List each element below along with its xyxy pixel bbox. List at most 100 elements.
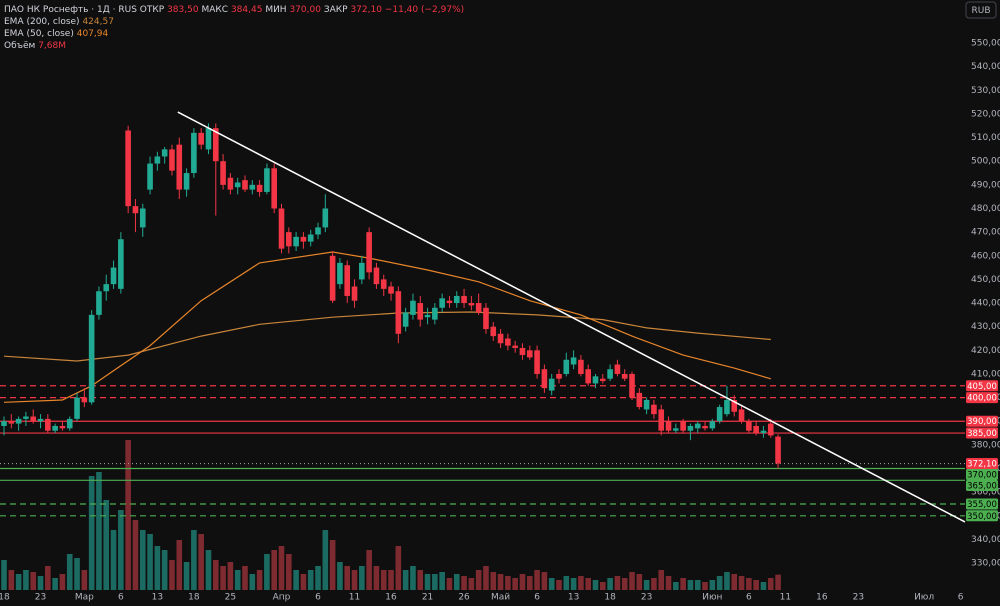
candle-body: [30, 416, 37, 422]
candle-body: [709, 421, 716, 429]
x-tick-label: 6: [958, 593, 964, 603]
candle-body: [687, 425, 694, 431]
volume-bar: [461, 576, 467, 590]
volume-bar: [585, 578, 592, 590]
x-tick-label: 18: [604, 593, 616, 603]
candle-body: [541, 369, 548, 389]
level-label-box: [966, 427, 998, 439]
volume-bar: [154, 546, 161, 590]
volume-bar: [402, 570, 409, 590]
volume-bar: [548, 578, 555, 590]
candle-body: [439, 298, 445, 308]
volume-bar: [322, 530, 329, 590]
candle-body: [307, 234, 314, 242]
candle-body: [322, 208, 329, 228]
legend-name: Объём: [4, 41, 35, 51]
x-tick-label: 23: [35, 593, 46, 603]
level-label: 385,00: [967, 429, 997, 439]
candle-body: [212, 128, 219, 162]
candle-body: [88, 314, 95, 403]
volume-bar: [271, 550, 278, 590]
x-tick-label: Апр: [273, 593, 291, 603]
x-tick-label: 16: [816, 593, 828, 603]
volume-bar: [88, 476, 95, 590]
candle-body: [702, 425, 708, 429]
candle-body: [1, 421, 7, 426]
candle-body: [556, 373, 562, 379]
volume-bar: [337, 562, 343, 590]
currency-label: RUB: [971, 6, 990, 16]
ohlc-name: ОТКР: [140, 5, 165, 15]
x-tick-label: Июн: [702, 593, 722, 603]
candle-body: [760, 430, 767, 434]
x-tick-label: 6: [534, 593, 540, 603]
volume-bar: [607, 578, 613, 590]
volume-bar: [74, 558, 80, 590]
candle-body: [402, 312, 409, 327]
x-tick-label: 21: [422, 593, 433, 603]
level-label-box: [966, 498, 998, 510]
candle-body: [461, 295, 467, 304]
volume-bar: [307, 570, 314, 590]
x-tick-label: 23: [853, 593, 864, 603]
x-tick-label: Май: [491, 593, 510, 603]
volume-bar: [373, 566, 380, 590]
volume-bar: [139, 530, 146, 590]
volume-bar: [315, 566, 321, 590]
volume-bar: [30, 572, 37, 590]
candle-body: [329, 255, 336, 301]
volume-bar: [724, 572, 730, 590]
volume-bar: [512, 578, 518, 590]
currency-button[interactable]: RUB: [965, 1, 997, 19]
candle-body: [315, 227, 321, 235]
candle-body: [505, 338, 511, 346]
volume-bar: [264, 554, 270, 590]
candle-body: [366, 232, 372, 273]
level-label: 365,00: [967, 482, 997, 492]
candle-body: [227, 177, 234, 190]
volume-bar: [183, 562, 190, 590]
candle-body: [468, 303, 475, 306]
candle-body: [380, 279, 387, 289]
volume-bar: [687, 580, 694, 590]
y-tick-label: 460,00: [971, 251, 1000, 261]
x-tick-label: Июл: [914, 593, 934, 603]
candle-body: [103, 284, 110, 292]
symbol-title: ПАО НК Роснефть · 1Д · RUS: [4, 5, 137, 15]
y-tick-label: 530,00: [971, 86, 1000, 96]
volume-bar: [483, 566, 489, 590]
volume-bar: [490, 572, 497, 590]
candle-body: [578, 359, 584, 374]
level-label-box: [966, 415, 998, 427]
volume-bar: [475, 570, 482, 590]
candle-body: [8, 421, 15, 424]
candle-body: [15, 418, 22, 424]
y-tick-label: 420,00: [971, 346, 1000, 356]
volume-bar: [658, 570, 665, 590]
candle-body: [483, 307, 489, 330]
candle-body: [453, 295, 460, 304]
candle-body: [300, 236, 307, 242]
candle-body: [621, 373, 628, 379]
candle-body: [359, 262, 365, 280]
volume-bar: [286, 554, 292, 590]
volume-bar: [570, 578, 577, 590]
volume-bar: [103, 500, 110, 590]
header: ПАО НК Роснефть · 1Д · RUS ОТКР 383,50 М…: [4, 5, 464, 15]
volume-bar: [118, 510, 124, 590]
candle-body: [161, 149, 168, 157]
volume-bar: [169, 560, 175, 590]
candle-body: [59, 425, 66, 429]
candle-body: [680, 421, 686, 431]
volume-bar: [680, 578, 686, 590]
volume-bar: [45, 566, 51, 590]
candle-body: [673, 428, 679, 431]
volume-bar: [395, 546, 402, 590]
volume-bar: [205, 550, 212, 590]
candle-body: [432, 307, 438, 320]
candle-body: [176, 144, 183, 190]
volume-bar: [37, 576, 44, 590]
volume-bar: [621, 578, 628, 590]
